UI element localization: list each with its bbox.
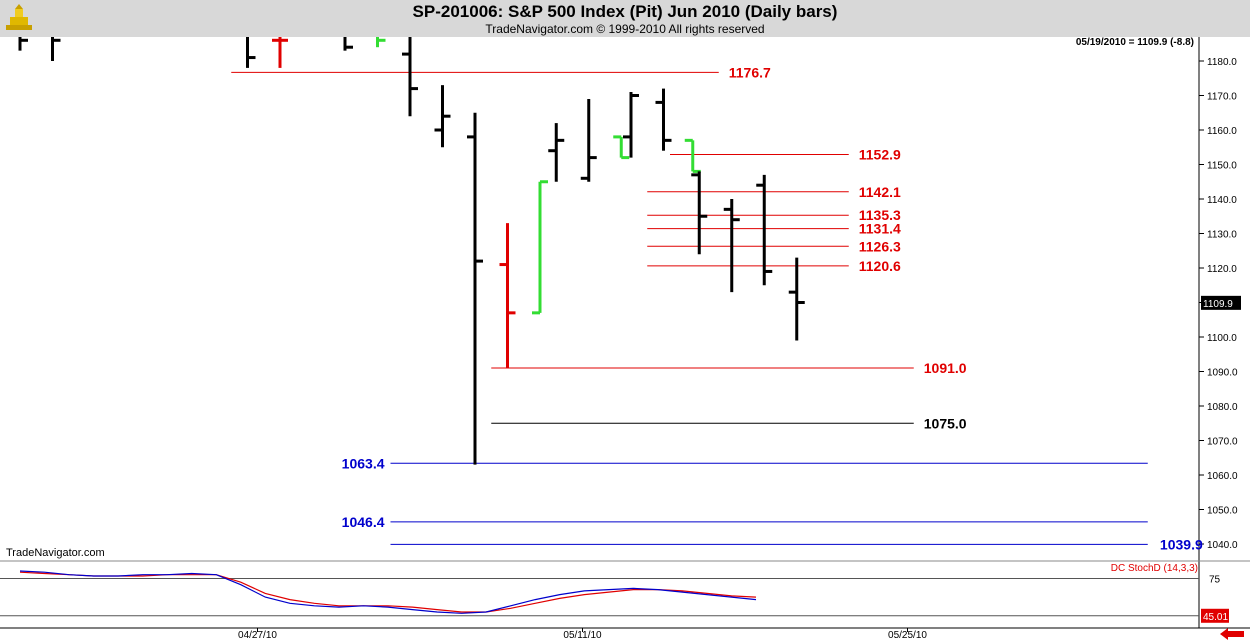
y-tick-label: 1080.0 — [1207, 402, 1238, 413]
osc-d-line — [19, 571, 757, 613]
level-label: 1063.4 — [342, 455, 385, 471]
x-tick-label: 05/11/10 — [563, 630, 602, 641]
level-label: 1046.4 — [342, 514, 385, 530]
chart-title: SP-201006: S&P 500 Index (Pit) Jun 2010 … — [412, 2, 838, 21]
last-price-marker — [1201, 295, 1241, 310]
watermark-label: TradeNavigator.com — [6, 547, 105, 559]
y-tick-label: 1100.0 — [1207, 333, 1237, 344]
chart-subtitle: TradeNavigator.com © 1999-2010 All right… — [485, 22, 765, 36]
x-tick-label: 04/27/10 — [238, 630, 277, 641]
level-label: 1142.1 — [859, 184, 901, 200]
y-tick-label: 1170.0 — [1207, 92, 1237, 103]
price-readout: 05/19/2010 = 1109.9 (-8.8) — [1075, 37, 1194, 48]
osc-value-label: 45.01 — [1203, 612, 1228, 623]
osc-level-label: 75 — [1209, 574, 1221, 585]
level-label: 1126.3 — [859, 238, 901, 254]
level-label: 1075.0 — [924, 415, 967, 431]
y-tick-label: 1160.0 — [1207, 126, 1237, 137]
chart-header: SP-201006: S&P 500 Index (Pit) Jun 2010 … — [0, 0, 1250, 37]
y-tick-label: 1150.0 — [1207, 161, 1237, 172]
y-tick-label: 1180.0 — [1207, 57, 1237, 68]
y-tick-label: 1060.0 — [1207, 471, 1238, 482]
level-label: 1131.4 — [859, 221, 901, 237]
y-tick-label: 1090.0 — [1207, 368, 1238, 379]
y-tick-label: 1140.0 — [1207, 195, 1237, 206]
level-label: 1152.9 — [859, 146, 901, 162]
y-tick-label: 1120.0 — [1207, 264, 1237, 275]
trade-navigator-logo-icon — [6, 4, 32, 30]
y-tick-label: 1050.0 — [1207, 506, 1238, 517]
level-label: 1176.7 — [729, 64, 771, 80]
y-tick-label: 1070.0 — [1207, 437, 1238, 448]
level-label: 1120.6 — [859, 258, 901, 274]
level-label: 1135.3 — [859, 207, 901, 223]
level-label: 1039.9 — [1160, 536, 1203, 552]
osc-value-marker — [1201, 608, 1229, 623]
osc-k-line — [19, 570, 757, 614]
level-label: 1091.0 — [924, 360, 967, 376]
x-tick-label: 05/25/10 — [888, 630, 927, 641]
scroll-left-arrow-icon[interactable] — [1218, 627, 1246, 641]
last-price-label: 1109.9 — [1203, 299, 1233, 310]
oscillator-label: DC StochD (14,3,3) — [1110, 563, 1198, 574]
y-tick-label: 1130.0 — [1207, 230, 1237, 241]
y-tick-label: 1040.0 — [1207, 540, 1238, 551]
